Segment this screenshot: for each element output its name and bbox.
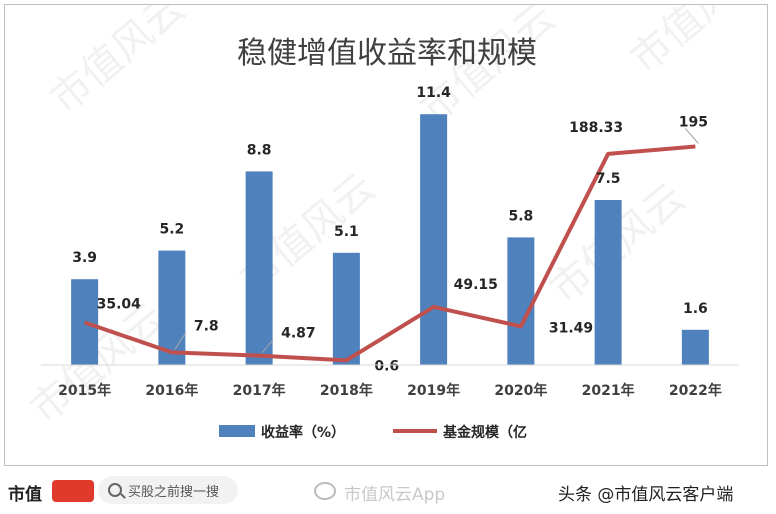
- search-box[interactable]: 买股之前搜一搜: [98, 476, 238, 504]
- x-tick-label: 2016年: [145, 382, 198, 399]
- line-series: [83, 144, 696, 363]
- search-placeholder: 买股之前搜一搜: [128, 485, 220, 500]
- weibo-watermark-text: 市值风云App: [344, 485, 446, 505]
- x-axis-ticks: 2015年 2016年 2017年 2018年 2019年 2020年 2021年 2022年: [58, 382, 722, 399]
- x-tick-label: 2018年: [320, 382, 373, 399]
- line-value-label: 195: [679, 115, 708, 131]
- line-value-label: 49.15: [454, 277, 498, 293]
- line-path: [83, 144, 696, 363]
- bar: [594, 200, 622, 365]
- leader-line: [261, 339, 274, 353]
- x-tick-label: 2022年: [669, 382, 722, 399]
- search-icon: [108, 483, 122, 497]
- x-tick-label: 2021年: [582, 382, 635, 399]
- bar: [158, 250, 186, 365]
- bar: [420, 114, 448, 365]
- legend-swatch-bar: [219, 425, 255, 437]
- x-tick-label: 2020年: [494, 382, 547, 399]
- chart-title: 稳健增值收益率和规模: [237, 36, 537, 71]
- bar-value-label: 5.8: [508, 208, 533, 224]
- brand-logo: [52, 480, 94, 502]
- line-data-labels: 35.04 7.8 4.87 0.6 49.15 31.49 188.33 195: [97, 115, 708, 375]
- bar: [332, 252, 360, 365]
- x-tick-label: 2017年: [233, 382, 286, 399]
- bar-value-label: 3.9: [72, 250, 97, 266]
- line-value-label: 0.6: [374, 358, 399, 374]
- bar-value-label: 5.1: [334, 224, 359, 240]
- bar-value-label: 5.2: [159, 222, 184, 238]
- watermark-text: 市值风云: [622, 5, 769, 83]
- line-value-label: 4.87: [281, 326, 316, 342]
- leader-line: [174, 332, 187, 350]
- line-value-label: 7.8: [194, 318, 219, 334]
- footer-bar: 市值 买股之前搜一搜 市值风云App 头条 @市值风云客户端: [0, 468, 776, 514]
- bar: [71, 279, 99, 365]
- legend: 收益率（%） 基金规模（亿: [219, 424, 527, 441]
- bar-value-label: 11.4: [416, 85, 451, 101]
- x-tick-label: 2019年: [407, 382, 460, 399]
- bar-value-label: 1.6: [683, 301, 708, 317]
- chart-frame: 市值风云市值风云市值风云市值风云市值风云市值风云 稳健增值收益率和规模 3.95…: [4, 4, 769, 466]
- bar: [245, 171, 273, 365]
- weibo-icon: [314, 482, 336, 500]
- line-value-label: 188.33: [569, 120, 623, 136]
- leader-line: [684, 128, 699, 144]
- bar: [681, 329, 709, 365]
- x-tick-label: 2015年: [58, 382, 111, 399]
- watermark-text: 市值风云: [42, 5, 194, 123]
- bar-series: [71, 114, 709, 365]
- bar-value-label: 7.5: [596, 171, 621, 187]
- line-value-label: 31.49: [549, 320, 593, 336]
- legend-label-bar: 收益率（%）: [261, 424, 345, 441]
- chart-svg: 市值风云市值风云市值风云市值风云市值风云市值风云 稳健增值收益率和规模 3.95…: [22, 5, 769, 441]
- bar-data-labels: 3.9 5.2 8.8 5.1 11.4 5.8 7.5 1.6: [72, 85, 708, 317]
- brand-name: 市值: [8, 485, 42, 505]
- line-value-label: 35.04: [97, 296, 142, 312]
- author-credit: 头条 @市值风云客户端: [558, 485, 734, 505]
- legend-label-line: 基金规模（亿: [443, 424, 527, 441]
- bar-value-label: 8.8: [247, 142, 272, 158]
- bar: [507, 237, 535, 365]
